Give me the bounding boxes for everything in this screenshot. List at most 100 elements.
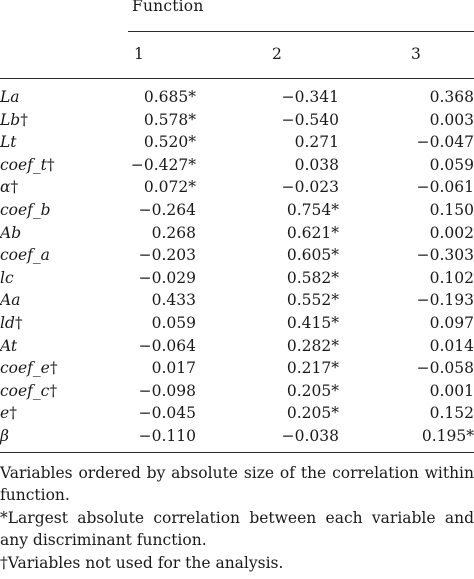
cell-function-1: −0.427*	[130, 155, 196, 174]
cell-function-1: −0.098	[138, 381, 196, 400]
variable-label: At	[0, 336, 18, 355]
cell-function-1: 0.268	[151, 223, 196, 242]
variable-name: coef_t†	[0, 154, 55, 177]
cell-function-1: −0.110	[138, 426, 196, 445]
cell-function-1: 0.072*	[143, 178, 196, 197]
variable-name: ld†	[0, 312, 23, 335]
table-row: coef_e† 0.017 0.217* −0.058	[0, 357, 474, 380]
table-row: Ab 0.268 0.621* 0.002	[0, 222, 474, 245]
variable-label: coef_a	[0, 246, 50, 265]
cell-function-1: 0.685*	[143, 88, 196, 106]
note-largest-correlation: *Largest absolute correlation between ea…	[0, 508, 474, 550]
cell-function-3: 0.059	[429, 155, 474, 174]
variable-name: Lt	[0, 131, 17, 154]
variable-name: Ab	[0, 222, 21, 245]
cell-function-3: −0.061	[416, 178, 474, 197]
note-ordering: Variables ordered by absolute size of th…	[0, 464, 474, 505]
variable-label: La	[0, 88, 20, 106]
dagger-mark: †	[10, 178, 19, 197]
cell-function-2: 0.754*	[286, 200, 339, 219]
variable-label: Lt	[0, 133, 17, 152]
cell-function-3: 0.014	[429, 336, 474, 355]
cell-function-1: 0.059	[151, 313, 196, 332]
table-row: ld† 0.059 0.415* 0.097	[0, 312, 474, 335]
variable-name: coef_a	[0, 244, 50, 267]
cell-function-3: 0.102	[429, 268, 474, 287]
table-row: La 0.685* −0.341 0.368	[0, 86, 474, 109]
variable-label: coef_b	[0, 200, 51, 219]
variable-name: e†	[0, 402, 17, 425]
cell-function-1: −0.203	[138, 246, 196, 265]
dagger-mark: †	[9, 404, 17, 423]
function-header-rule	[128, 31, 474, 32]
cell-function-3: 0.368	[429, 88, 474, 106]
cell-function-2: 0.205*	[286, 381, 339, 400]
variable-label: Lb	[0, 110, 21, 129]
dagger-mark: †	[49, 381, 58, 400]
cell-function-3: 0.152	[429, 404, 474, 423]
variable-label: β	[0, 426, 9, 445]
variable-name: Lb†	[0, 109, 28, 132]
cell-function-2: 0.582*	[286, 268, 339, 287]
table-row: β −0.110 −0.038 0.195*	[0, 425, 474, 448]
table-row: coef_t† −0.427* 0.038 0.059	[0, 154, 474, 177]
dagger-mark: †	[49, 359, 58, 378]
cell-function-2: −0.038	[281, 426, 339, 445]
table-row: lc −0.029 0.582* 0.102	[0, 267, 474, 290]
column-header-2: 2	[272, 45, 282, 63]
cell-function-2: −0.540	[281, 110, 339, 129]
cell-function-2: 0.282*	[286, 336, 339, 355]
variable-name: lc	[0, 267, 14, 290]
variable-name: α†	[0, 176, 18, 199]
cell-function-2: −0.341	[281, 88, 339, 106]
dagger-mark: †	[20, 110, 28, 129]
cell-function-1: −0.064	[138, 336, 196, 355]
cell-function-3: 0.003	[429, 110, 474, 129]
table-row: Lb† 0.578* −0.540 0.003	[0, 109, 474, 132]
cell-function-2: 0.205*	[286, 404, 339, 423]
variable-name: coef_e†	[0, 357, 58, 380]
cell-function-3: −0.047	[416, 133, 474, 152]
cell-function-2: 0.415*	[286, 313, 339, 332]
variable-label: ld	[0, 313, 15, 332]
cell-function-2: −0.023	[281, 178, 339, 197]
cell-function-3: 0.195*	[421, 426, 474, 445]
cell-function-2: 0.038	[294, 155, 339, 174]
variable-name: At	[0, 335, 17, 358]
cell-function-2: 0.271	[294, 133, 339, 152]
cell-function-3: 0.002	[429, 223, 474, 242]
variable-label: α	[0, 178, 11, 197]
cell-function-1: 0.520*	[143, 133, 196, 152]
cell-function-2: 0.605*	[286, 246, 339, 265]
table-bottom-rule	[0, 452, 474, 453]
dagger-mark: †	[14, 313, 23, 332]
variable-label: lc	[0, 268, 14, 287]
variable-label: coef_e	[0, 359, 50, 378]
cell-function-3: −0.058	[416, 359, 474, 378]
variable-name: coef_c†	[0, 380, 57, 403]
note-not-used: †Variables not used for the analysis.	[0, 553, 284, 572]
variable-label: coef_t	[0, 155, 47, 174]
column-header-3: 3	[411, 45, 421, 63]
function-group-header: Function	[132, 0, 204, 15]
table-row: coef_a −0.203 0.605* −0.303	[0, 244, 474, 267]
cell-function-2: 0.217*	[286, 359, 339, 378]
cell-function-3: 0.150	[429, 200, 474, 219]
table-notes: Variables ordered by absolute size of th…	[0, 462, 474, 574]
dagger-mark: †	[46, 155, 55, 174]
table-row: α† 0.072* −0.023 −0.061	[0, 176, 474, 199]
header-bottom-rule	[0, 78, 474, 79]
cell-function-3: −0.303	[416, 246, 474, 265]
cell-function-2: 0.621*	[286, 223, 339, 242]
cell-function-1: 0.017	[151, 359, 196, 378]
variable-label: Aa	[0, 291, 21, 310]
table-row: Lt 0.520* 0.271 −0.047	[0, 131, 474, 154]
table-body: La 0.685* −0.341 0.368 Lb† 0.578* −0.540 0.003 L…	[0, 86, 474, 448]
cell-function-1: 0.578*	[143, 110, 196, 129]
cell-function-3: 0.001	[429, 381, 474, 400]
table-row: coef_b −0.264 0.754* 0.150	[0, 199, 474, 222]
cell-function-3: −0.193	[416, 291, 474, 310]
column-header-1: 1	[134, 45, 144, 63]
table-row: At −0.064 0.282* 0.014	[0, 335, 474, 358]
